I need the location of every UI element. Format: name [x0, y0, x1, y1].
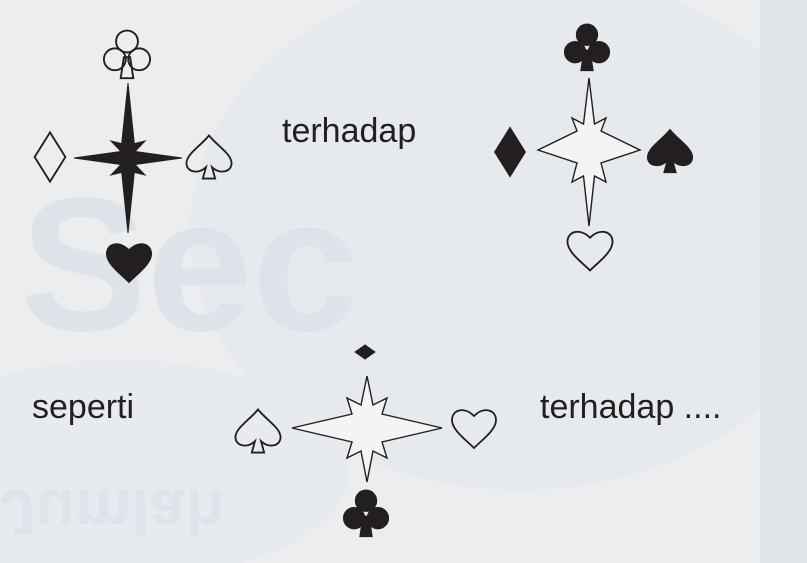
heart-icon-3-right	[451, 409, 497, 449]
figure-1	[33, 29, 233, 284]
svg-text:Sec: Sec	[20, 159, 358, 371]
figure-2	[493, 23, 694, 272]
heart-icon-2-bottom	[566, 230, 614, 272]
spade-icon-2-right	[646, 128, 694, 174]
diamond-icon-3-top	[354, 344, 376, 360]
label-terhadap-top: terhadap	[282, 112, 417, 150]
heart-icon-1-bottom	[105, 242, 153, 284]
club-icon-1-top	[102, 29, 152, 80]
label-seperti: seperti	[32, 388, 135, 426]
star-filled-1	[73, 82, 183, 234]
star-outline-2	[536, 77, 642, 227]
star-outline-3	[291, 375, 443, 483]
label-terhadap-question: terhadap ....	[540, 388, 722, 426]
club-icon-3-bottom	[342, 489, 390, 538]
diamond-icon-2-left	[493, 126, 527, 178]
club-icon-2-top	[563, 23, 611, 72]
diamond-icon-1-left	[33, 131, 67, 183]
svg-text:Jumlah: Jumlah	[0, 476, 224, 548]
spade-icon-1-right	[185, 134, 233, 180]
figure-3	[234, 344, 497, 538]
spade-icon-3-left	[234, 408, 282, 454]
